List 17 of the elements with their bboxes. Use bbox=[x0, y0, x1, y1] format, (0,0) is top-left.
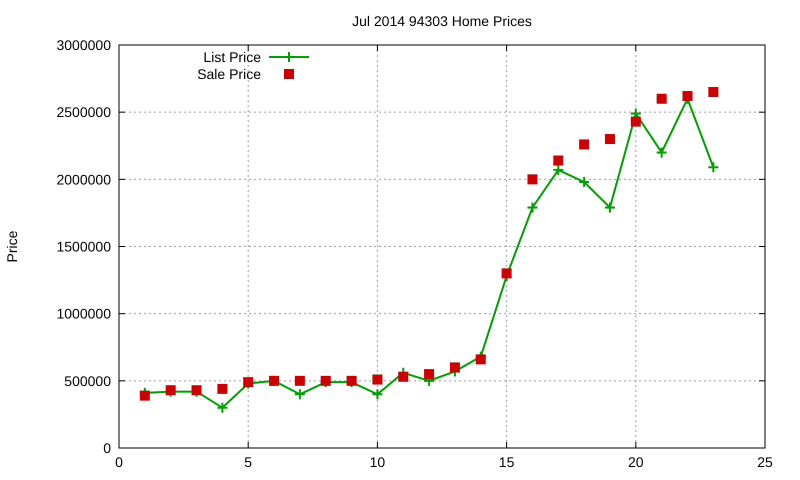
y-tick-label: 2000000 bbox=[56, 171, 112, 188]
x-tick-label: 5 bbox=[244, 454, 252, 470]
y-axis-title: Price bbox=[4, 230, 20, 262]
x-tick-label: 20 bbox=[628, 454, 644, 470]
y-tick-label: 1000000 bbox=[56, 306, 112, 322]
legend-label: List Price bbox=[203, 49, 262, 65]
x-tick-label: 15 bbox=[498, 454, 515, 470]
y-tick-label: 3000000 bbox=[56, 37, 112, 53]
x-tick-label: 25 bbox=[757, 454, 773, 470]
y-tick-label: 0 bbox=[103, 440, 112, 456]
y-tick-label: 2500000 bbox=[56, 104, 112, 120]
x-tick-label: 0 bbox=[115, 454, 124, 470]
legend-label: Sale Price bbox=[197, 66, 262, 82]
y-tick-label: 500000 bbox=[64, 372, 112, 389]
y-tick-label: 1500000 bbox=[56, 238, 112, 254]
x-tick-label: 10 bbox=[370, 454, 386, 470]
chart-title: Jul 2014 94303 Home Prices bbox=[352, 13, 532, 29]
